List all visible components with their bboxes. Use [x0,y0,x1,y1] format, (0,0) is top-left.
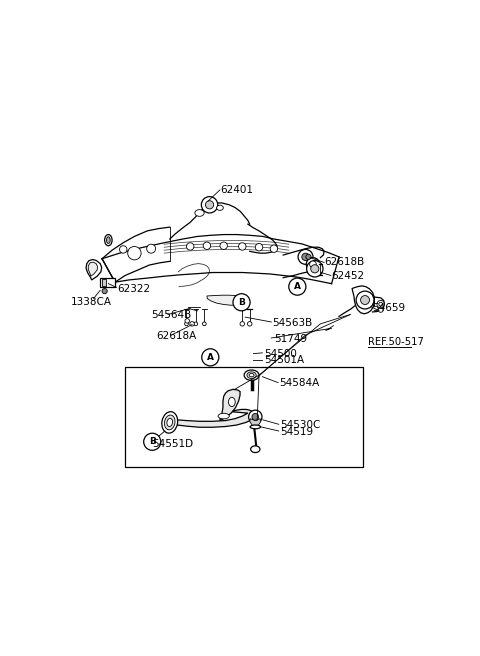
Circle shape [289,278,306,295]
Circle shape [203,322,206,325]
Text: 54564B: 54564B [151,310,192,320]
Polygon shape [352,286,374,314]
Circle shape [310,261,316,268]
Circle shape [233,294,250,311]
Text: 54659: 54659 [372,303,406,313]
Circle shape [255,243,263,251]
Circle shape [185,322,188,325]
Polygon shape [86,260,102,280]
Text: 54563B: 54563B [272,318,312,328]
Circle shape [220,242,228,249]
Text: 62618A: 62618A [156,331,197,340]
Circle shape [360,296,370,304]
Circle shape [120,246,127,253]
Circle shape [248,321,252,326]
Polygon shape [177,409,254,427]
Circle shape [306,258,320,271]
Text: 54530C: 54530C [280,420,321,430]
Circle shape [252,413,259,420]
Text: 1338CA: 1338CA [71,297,112,306]
Circle shape [202,197,218,213]
Circle shape [356,291,374,309]
Ellipse shape [165,415,175,430]
Circle shape [102,289,107,294]
Circle shape [311,264,319,273]
Circle shape [190,321,194,326]
Bar [100,277,115,287]
Text: 54584A: 54584A [279,379,320,388]
Ellipse shape [195,210,204,216]
Text: 62452: 62452 [332,271,365,281]
Circle shape [205,201,214,209]
Circle shape [379,302,383,306]
Ellipse shape [218,413,229,419]
Ellipse shape [162,412,178,433]
Ellipse shape [105,235,112,246]
Text: A: A [294,282,301,291]
Polygon shape [207,295,248,305]
Text: 54551D: 54551D [152,439,193,449]
Text: B: B [238,298,245,307]
Circle shape [240,321,244,326]
Ellipse shape [107,237,110,243]
Text: 62322: 62322 [118,283,151,293]
Ellipse shape [216,205,223,211]
Text: B: B [149,438,156,446]
Text: 62618B: 62618B [324,257,364,268]
Circle shape [194,322,198,325]
Circle shape [128,247,141,260]
Circle shape [147,244,156,253]
Polygon shape [88,262,97,276]
Text: 54519: 54519 [280,427,313,437]
Circle shape [186,243,194,250]
Text: 51749: 51749 [274,334,307,344]
Circle shape [249,410,262,424]
Bar [102,279,106,286]
Text: REF.50-517: REF.50-517 [368,337,424,348]
Circle shape [377,300,384,308]
Circle shape [306,255,311,260]
Circle shape [185,319,190,323]
Circle shape [203,242,211,249]
Ellipse shape [251,446,260,453]
Ellipse shape [247,372,256,379]
Polygon shape [220,389,240,420]
Ellipse shape [228,398,235,407]
Ellipse shape [244,370,259,380]
Circle shape [270,245,277,253]
Circle shape [144,433,161,450]
Text: 54500: 54500 [264,348,297,359]
Circle shape [298,249,313,264]
Circle shape [307,260,323,277]
Text: 62401: 62401 [220,185,253,195]
Text: 54501A: 54501A [264,356,304,365]
Circle shape [302,253,309,260]
Ellipse shape [250,425,261,429]
Circle shape [239,243,246,250]
Circle shape [378,307,383,312]
Text: A: A [207,353,214,362]
Bar [125,367,363,467]
Polygon shape [250,419,261,428]
Ellipse shape [167,419,173,426]
Circle shape [202,349,219,366]
Ellipse shape [249,373,254,377]
